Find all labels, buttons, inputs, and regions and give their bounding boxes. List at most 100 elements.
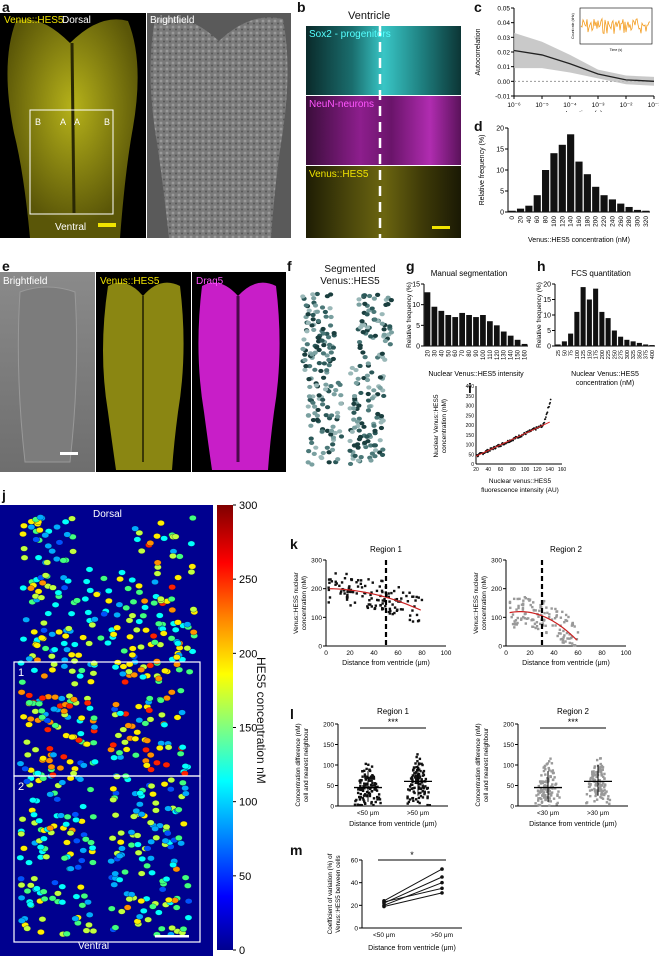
segmented-nucleus — [331, 392, 337, 397]
segmented-nucleus — [381, 332, 387, 337]
nucleus — [113, 611, 121, 618]
segmented-nucleus — [316, 361, 322, 366]
colorbar-tick-label: 50 — [239, 871, 251, 883]
data-point — [546, 784, 549, 787]
nucleus — [17, 894, 26, 901]
bar — [558, 144, 566, 212]
data-point — [366, 605, 369, 608]
segmented-nucleus — [353, 380, 359, 386]
nucleus — [150, 600, 158, 607]
data-point — [354, 799, 357, 803]
segmented-nucleus — [311, 296, 317, 301]
data-point — [537, 797, 540, 800]
data-point — [534, 428, 537, 431]
nucleus — [38, 714, 46, 721]
nucleus — [157, 520, 165, 527]
nucleus — [168, 689, 176, 696]
bar — [625, 206, 633, 212]
segmented-nucleus — [387, 342, 393, 347]
segmented-nucleus — [316, 393, 322, 398]
data-point — [370, 597, 373, 600]
x-tick-label: 10⁻⁶ — [507, 102, 521, 109]
segmented-nucleus — [359, 319, 365, 324]
data-point — [366, 606, 370, 610]
data-point — [408, 789, 411, 792]
data-point — [427, 791, 430, 794]
nucleus — [51, 601, 60, 608]
nucleus — [51, 879, 59, 886]
nucleus — [65, 703, 74, 710]
data-point — [554, 607, 557, 611]
dorsal-label: Dorsal — [62, 15, 91, 26]
y-tick-label: 15 — [543, 297, 551, 304]
data-point — [589, 778, 592, 781]
inset-y-label: Count rate (kHz) — [571, 13, 575, 39]
segmented-nucleus — [358, 455, 364, 460]
data-point — [387, 592, 390, 595]
x-tick-label: 160 — [523, 349, 529, 360]
sox2-label: Sox2 - progenitors — [309, 29, 391, 40]
nucleus — [122, 604, 130, 611]
x-tick-label: 160 — [576, 216, 583, 227]
data-point — [349, 604, 352, 607]
nucleus — [156, 745, 164, 751]
nucleus — [27, 524, 36, 531]
nucleus — [79, 847, 88, 854]
nucleus — [78, 667, 86, 674]
fit-line — [475, 421, 550, 457]
data-point — [593, 778, 596, 782]
data-point — [365, 775, 368, 779]
data-point — [416, 760, 419, 763]
data-point — [551, 769, 555, 772]
data-point — [602, 775, 605, 778]
nucleus — [61, 656, 69, 663]
nucleus — [63, 930, 71, 937]
nucleus — [111, 812, 120, 819]
y-tick-label: 100 — [311, 615, 322, 622]
segmented-nucleus — [302, 357, 308, 363]
bar — [561, 341, 567, 346]
nucleus — [149, 633, 158, 639]
segmented-nucleus — [353, 367, 359, 373]
data-point — [522, 615, 525, 619]
nucleus — [41, 532, 50, 539]
data-point — [486, 448, 489, 451]
data-point — [387, 610, 390, 614]
data-point — [342, 589, 346, 592]
nucleus — [59, 557, 68, 564]
data-point — [383, 599, 386, 603]
data-point — [428, 804, 432, 807]
chart-title: FCS quantitation — [571, 269, 631, 278]
data-point — [594, 773, 597, 777]
data-point — [411, 595, 414, 598]
data-point — [544, 418, 547, 420]
nucleus — [79, 803, 87, 810]
data-point — [397, 586, 400, 589]
segmented-nucleus — [330, 356, 336, 362]
data-point — [418, 768, 421, 771]
data-point — [362, 798, 365, 802]
data-point — [550, 791, 554, 794]
data-point — [591, 775, 594, 778]
x-tick-label: 10⁻⁵ — [535, 102, 549, 109]
segmented-nucleus — [382, 338, 388, 344]
data-point — [367, 578, 370, 581]
data-point — [564, 613, 568, 617]
nucleus — [70, 680, 79, 687]
data-point — [382, 900, 386, 904]
segmented-nucleus — [319, 429, 325, 434]
panel-label-j: j — [2, 487, 6, 503]
data-point — [346, 591, 349, 594]
venus-e-image — [96, 272, 191, 472]
segmented-nucleus — [319, 455, 325, 461]
data-point — [535, 625, 539, 628]
divider — [306, 165, 461, 166]
data-point — [328, 581, 331, 585]
series-line — [383, 887, 443, 903]
segmented-nucleus — [364, 377, 371, 383]
x-tick-label: 350 — [637, 350, 643, 359]
data-point — [542, 796, 546, 799]
nucleus — [133, 626, 141, 633]
nucleus — [179, 926, 188, 932]
